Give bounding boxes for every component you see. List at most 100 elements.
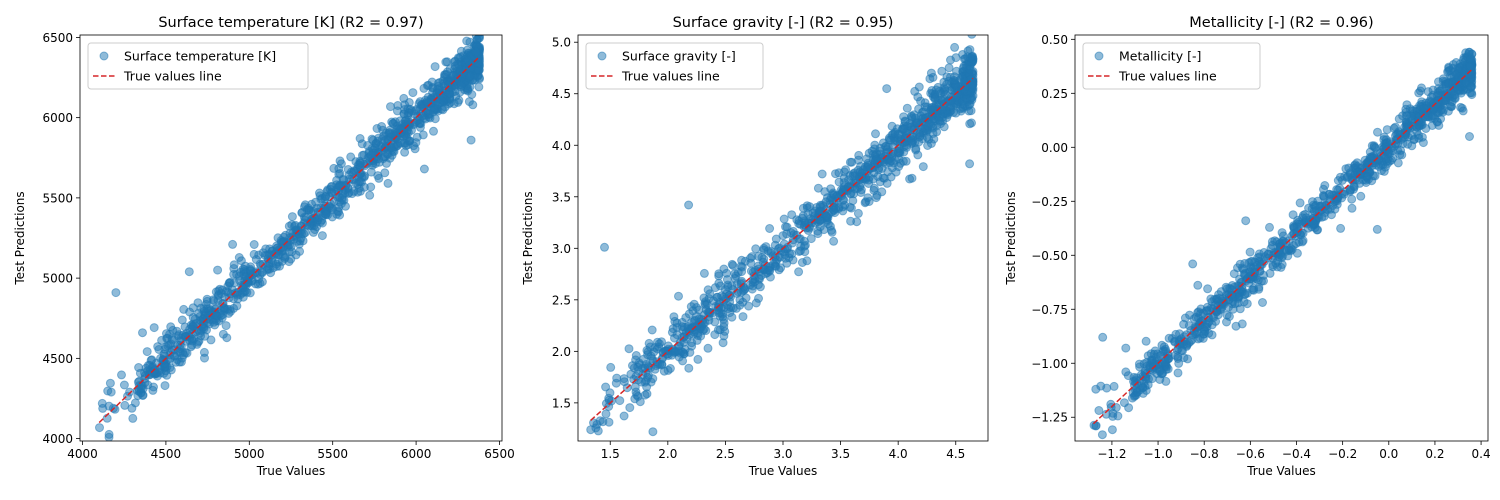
- data-point: [359, 182, 369, 192]
- true-values-line: [1092, 69, 1473, 425]
- legend-label: True values line: [1118, 69, 1217, 84]
- data-point: [162, 370, 172, 380]
- data-point: [135, 368, 145, 378]
- data-point: [463, 56, 473, 66]
- data-point: [693, 354, 703, 364]
- data-point: [405, 136, 415, 146]
- data-point: [157, 335, 167, 345]
- data-point: [1356, 191, 1366, 201]
- data-point: [753, 280, 763, 290]
- data-point: [199, 347, 209, 357]
- data-point: [950, 42, 960, 52]
- data-point: [937, 66, 947, 76]
- data-point: [958, 63, 968, 73]
- data-point: [604, 417, 614, 427]
- data-point: [871, 193, 881, 203]
- data-point: [840, 200, 850, 210]
- data-point: [1249, 283, 1259, 293]
- data-point: [1242, 288, 1252, 298]
- data-point: [763, 246, 773, 256]
- data-point: [749, 271, 759, 281]
- data-point: [1447, 97, 1457, 107]
- data-point: [906, 136, 916, 146]
- legend-label: Surface temperature [K]: [124, 49, 276, 64]
- data-point: [1267, 240, 1277, 250]
- data-point: [635, 397, 645, 407]
- data-point: [196, 303, 206, 313]
- data-point: [890, 155, 900, 165]
- data-point: [138, 328, 147, 338]
- data-point: [219, 303, 229, 313]
- data-point: [935, 86, 945, 96]
- data-point: [738, 297, 748, 307]
- data-point: [1391, 131, 1400, 141]
- data-point: [847, 157, 857, 167]
- data-point: [787, 210, 797, 220]
- data-point: [687, 341, 697, 351]
- y-tick-label: 6500: [42, 31, 73, 45]
- data-point: [232, 269, 242, 279]
- data-point: [453, 97, 463, 107]
- x-axis-label: True Values: [256, 464, 326, 478]
- data-point: [1188, 259, 1198, 269]
- data-point: [1293, 215, 1303, 225]
- data-point: [713, 325, 723, 335]
- data-point: [1098, 332, 1108, 342]
- data-point: [1347, 194, 1357, 204]
- x-tick-label: 3.0: [773, 447, 792, 461]
- data-point: [681, 328, 691, 337]
- data-point: [1456, 102, 1466, 112]
- y-tick-label: −1.25: [1031, 411, 1068, 425]
- data-point: [900, 124, 909, 134]
- data-point: [1258, 298, 1267, 307]
- data-point: [456, 80, 466, 90]
- x-tick-label: 4.0: [889, 447, 908, 461]
- data-point: [317, 231, 327, 241]
- x-tick-label: −0.2: [1328, 447, 1357, 461]
- subplot-metallicity: −1.2 −1.0 −0.8 −0.6 −0.4 −0.2 0.0 0.2 0.4 −1.25 −1…: [1004, 15, 1491, 478]
- data-point: [466, 135, 476, 145]
- y-tick-label: 5.0: [552, 36, 571, 50]
- data-point: [644, 362, 653, 372]
- data-point: [368, 160, 378, 170]
- data-point: [130, 398, 140, 408]
- y-tick-label: 3.5: [552, 190, 571, 204]
- y-tick-label: −0.75: [1031, 303, 1068, 317]
- data-point: [1091, 421, 1101, 431]
- data-point: [1198, 333, 1208, 343]
- data-point: [902, 103, 912, 113]
- x-tick-label: 2.0: [658, 447, 677, 461]
- data-point: [418, 130, 428, 140]
- data-point: [103, 386, 113, 396]
- data-point: [472, 24, 480, 32]
- data-point: [800, 240, 810, 250]
- legend-marker: [1094, 51, 1104, 61]
- data-point: [670, 333, 679, 343]
- legend: Metallicity [-] True values line: [1082, 42, 1261, 90]
- y-tick-label: 2.0: [552, 345, 571, 359]
- data-point: [967, 118, 976, 128]
- data-point: [928, 72, 938, 82]
- data-point: [225, 278, 234, 288]
- data-point: [634, 366, 644, 376]
- data-point: [805, 202, 815, 212]
- data-point: [1215, 305, 1225, 315]
- data-point: [408, 88, 418, 98]
- data-point: [937, 95, 946, 105]
- data-point: [393, 134, 403, 144]
- data-point: [886, 172, 896, 182]
- data-point: [1175, 329, 1184, 339]
- data-point: [142, 347, 152, 357]
- data-point: [1320, 181, 1330, 190]
- data-point: [1121, 343, 1131, 353]
- data-point: [347, 189, 357, 199]
- data-point: [258, 248, 268, 258]
- data-point: [474, 66, 484, 75]
- x-tick-label: −1.0: [1143, 447, 1172, 461]
- data-point: [894, 144, 904, 153]
- data-point: [864, 172, 874, 182]
- data-point: [753, 264, 763, 274]
- data-point: [168, 335, 178, 345]
- data-point: [305, 220, 315, 230]
- data-point: [1109, 381, 1119, 391]
